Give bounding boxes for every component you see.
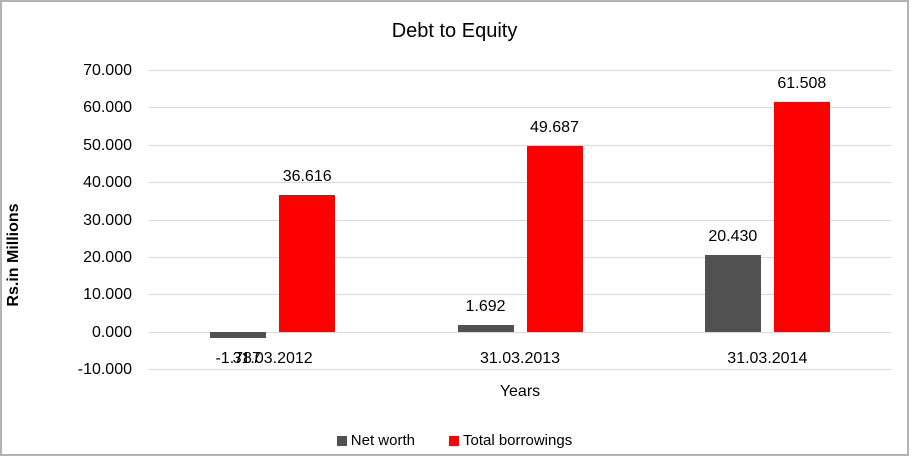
data-label: 20.430 (708, 228, 758, 246)
legend-swatch-net-worth (336, 435, 347, 446)
y-tick-label: 40.000 (83, 174, 132, 192)
x-tick-label: 31.03.2014 (727, 350, 808, 367)
gridline (149, 182, 891, 184)
x-axis-title: Years (499, 383, 541, 400)
y-tick-label: -10.000 (77, 361, 132, 378)
chart-title: Debt to Equity (391, 20, 518, 42)
y-tick-label: 30.000 (83, 211, 132, 229)
data-label: 61.508 (777, 74, 827, 92)
legend-item-total-borrowings: Total borrowings (448, 432, 573, 449)
gridline (149, 369, 891, 370)
plot-area: -1.787 36.616 31.03.2012 1.692 49.687 31.03.2… (149, 70, 891, 370)
x-tick-label: 31.03.2012 (232, 350, 313, 367)
chart-frame: Debt to Equity Rs.in Millions 70.000 60.0… (0, 0, 909, 456)
y-tick-label: 50.000 (83, 136, 132, 154)
gridline (149, 219, 891, 221)
data-label: -1.787 (215, 350, 261, 368)
data-label: 49.687 (530, 118, 579, 136)
gridline (149, 144, 891, 146)
bar-total-borrowings (526, 145, 583, 332)
bar-net-worth (210, 331, 267, 339)
bar-net-worth (704, 255, 761, 332)
bar-total-borrowings (279, 194, 336, 332)
bar-total-borrowings (773, 101, 830, 332)
y-tick-label: 20.000 (83, 248, 132, 266)
gridline (149, 331, 891, 333)
legend-label: Total borrowings (462, 432, 573, 449)
y-tick-label: 70.000 (83, 62, 132, 79)
x-tick-label: 31.03.2013 (479, 350, 561, 367)
y-tick-label: 10.000 (83, 286, 132, 304)
y-axis-tick-labels: 70.000 60.000 50.000 40.000 30.000 20.000 10.0… (2, 2, 140, 454)
y-tick-label: 0.000 (91, 323, 132, 341)
legend-swatch-total-borrowings (448, 435, 459, 446)
bar-net-worth (457, 325, 514, 332)
gridline (149, 256, 891, 258)
legend-label: Net worth (350, 432, 415, 449)
legend: Net worth Total borrowings (2, 432, 907, 449)
gridline (149, 294, 891, 296)
legend-item-net-worth: Net worth (336, 432, 415, 449)
gridline (149, 107, 891, 109)
gridline (149, 70, 891, 71)
data-label: 1.692 (465, 298, 506, 316)
data-label: 36.616 (282, 167, 332, 185)
y-tick-label: 60.000 (83, 99, 132, 117)
